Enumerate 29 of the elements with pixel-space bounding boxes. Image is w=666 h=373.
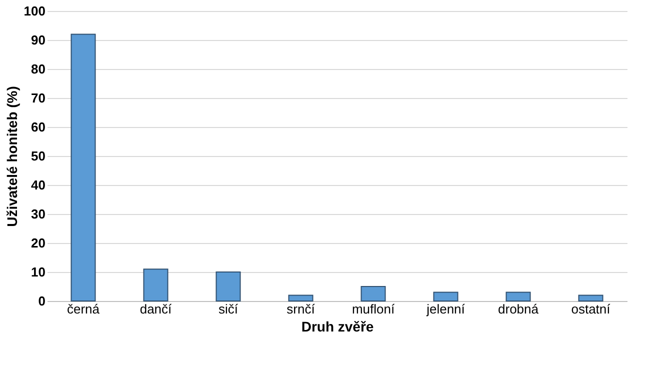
y-tick-label: 60: [31, 120, 46, 134]
x-tick-label: drobná: [498, 302, 540, 316]
x-tick-label: černá: [66, 302, 100, 316]
y-tick-label: 0: [38, 294, 46, 308]
y-tick-label: 30: [31, 206, 46, 222]
y-tick-label: 100: [24, 4, 46, 18]
y-axis-title: Uživatelé honiteb (%): [4, 86, 20, 227]
y-tick-label: 10: [31, 264, 46, 280]
y-tick-label: 20: [31, 236, 46, 250]
x-tick-label: sičí: [218, 302, 238, 316]
bar: [578, 294, 604, 302]
x-tick-label: srnčí: [286, 302, 316, 316]
bar: [143, 268, 168, 302]
x-axis-title: Druh zvěře: [301, 318, 374, 334]
bar: [360, 286, 386, 302]
x-tick-label: mufloní: [352, 302, 395, 316]
x-tick-label: jelenní: [426, 302, 466, 316]
bar: [288, 294, 314, 302]
x-tick-label: dančí: [140, 302, 172, 316]
y-tick-label: 80: [31, 62, 46, 76]
bar: [433, 292, 458, 302]
y-tick-label: 40: [31, 178, 46, 192]
x-tick-label: ostatní: [571, 302, 611, 316]
y-tick-label: 50: [31, 148, 46, 164]
bar: [70, 34, 96, 302]
bar: [216, 272, 241, 302]
y-tick-label: 70: [31, 90, 46, 106]
bar: [506, 292, 531, 302]
y-tick-label: 90: [31, 32, 46, 48]
